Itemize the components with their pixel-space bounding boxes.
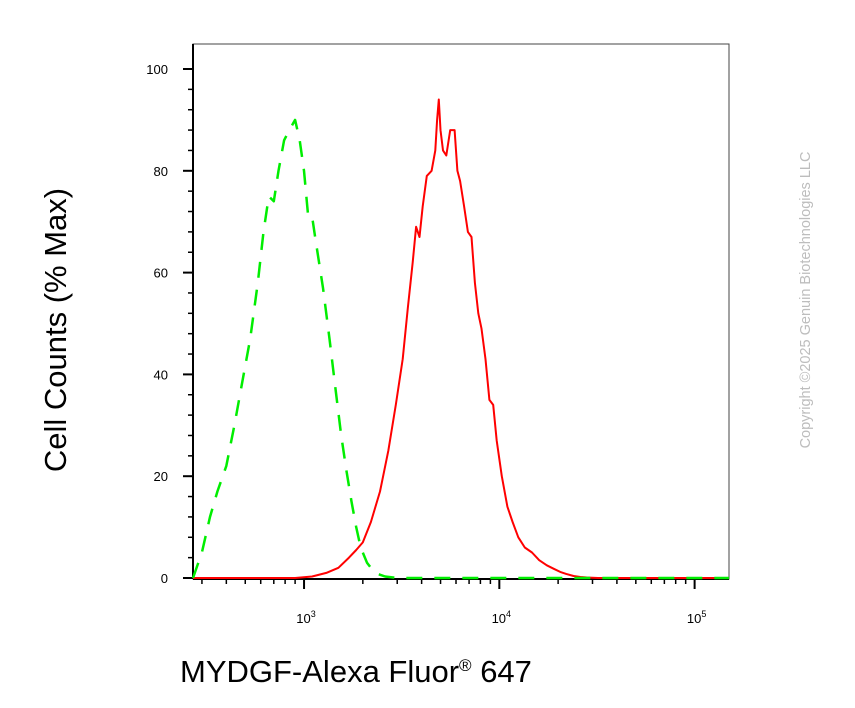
x-axis-label: MYDGF-Alexa Fluor® 647 <box>180 654 532 690</box>
y-tick-label: 60 <box>154 266 168 281</box>
tick-labels: 0 20 40 60 80 100 103 104 105 <box>146 62 706 626</box>
y-tick-label: 100 <box>146 62 168 77</box>
y-axis-label: Cell Counts (% Max) <box>38 187 73 473</box>
y-axis-label-container: Cell Counts (% Max) <box>26 0 86 660</box>
series-line-green-dashed <box>191 118 729 580</box>
y-tick-label: 80 <box>154 164 168 179</box>
x-tick-label: 105 <box>687 609 706 626</box>
x-tick-label: 103 <box>296 609 315 626</box>
y-tick-label: 20 <box>154 469 168 484</box>
series-line-red-solid <box>193 98 729 579</box>
y-tick-label: 40 <box>154 367 168 382</box>
x-axis-label-registered: ® <box>459 656 472 675</box>
tick-marks <box>183 68 696 589</box>
copyright-notice: Copyright ©2025 Genuin Biotechnologies L… <box>798 151 814 449</box>
plot-frame <box>192 43 730 580</box>
series-lines <box>191 98 729 580</box>
x-axis-label-tail: 647 <box>471 654 532 689</box>
axes <box>192 43 730 580</box>
x-axis-label-main: MYDGF-Alexa Fluor <box>180 654 460 689</box>
y-tick-label: 0 <box>161 571 168 586</box>
x-tick-label: 104 <box>492 609 511 626</box>
